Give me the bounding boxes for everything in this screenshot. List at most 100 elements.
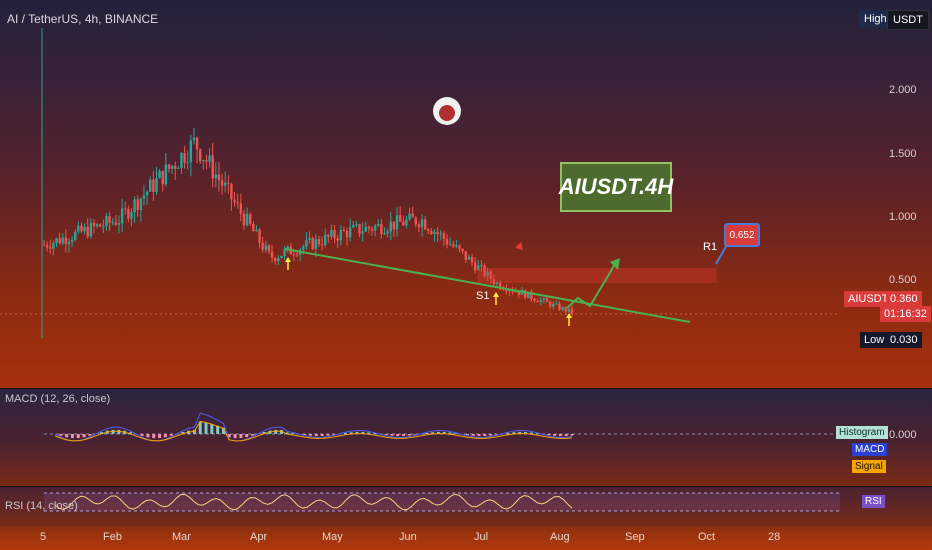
macd-histogram-bar (158, 434, 162, 439)
time-tick: Feb (103, 531, 122, 543)
candle-body (348, 227, 352, 238)
candle-body (320, 244, 324, 246)
candle-body (486, 271, 489, 276)
candle-body (205, 160, 208, 162)
macd-histogram-bar (343, 432, 347, 434)
candle-body (158, 171, 161, 179)
low-value: 0.030 (886, 332, 922, 348)
macd-histogram-bar (465, 434, 469, 436)
candle-body (380, 223, 383, 234)
macd-histogram-bar (280, 429, 284, 434)
macd-histogram-bar (553, 434, 557, 436)
candle-body (355, 224, 358, 226)
candle-body (567, 308, 571, 312)
candle-body (120, 208, 124, 224)
macd-histogram-bar (396, 434, 400, 437)
currency-button[interactable]: USDT (887, 10, 929, 30)
time-tick: Oct (698, 531, 716, 543)
astronaut-visor-icon (439, 105, 455, 121)
candle-body (55, 238, 58, 243)
macd-histogram-bar (320, 434, 324, 437)
candle-body (392, 221, 396, 230)
price-tick: 2.000 (889, 84, 917, 96)
candle-body (64, 237, 68, 244)
rsi-pane[interactable] (0, 487, 932, 527)
candle-body (108, 216, 111, 223)
candle-body (411, 213, 414, 218)
macd-histogram-bar (169, 434, 173, 436)
candle-body (77, 225, 80, 232)
candle-body (230, 183, 233, 200)
candle-body (442, 233, 446, 240)
candle-body (370, 228, 374, 231)
candle-body (470, 257, 474, 263)
candle-body (273, 258, 277, 262)
candle-body (102, 226, 105, 228)
candle-body (495, 282, 499, 285)
candle-body (267, 245, 271, 252)
candle-body (211, 155, 214, 179)
candle-body (70, 239, 74, 242)
candle-body (489, 271, 492, 280)
macd-histogram-bar (152, 434, 156, 439)
macd-histogram-bar (367, 432, 371, 434)
resistance-zone (477, 268, 717, 284)
time-axis[interactable] (0, 527, 932, 550)
candle-body (95, 224, 99, 227)
candle-body (492, 279, 496, 285)
macd-histogram-bar (140, 434, 144, 436)
time-tick: Aug (550, 531, 570, 543)
macd-line (54, 412, 573, 442)
macd-histogram-bar (216, 425, 220, 434)
macd-histogram-bar (181, 432, 185, 434)
macd-histogram-bar (309, 434, 313, 436)
candle-body (558, 303, 561, 310)
candle-body (236, 202, 239, 204)
pane-separator[interactable] (0, 486, 932, 487)
candle-body (295, 254, 299, 256)
legend-macd: MACD (852, 443, 888, 456)
pane-separator[interactable] (0, 388, 932, 389)
time-tick: Mar (172, 531, 191, 543)
candle-body (49, 247, 52, 249)
macd-histogram-bar (245, 434, 249, 438)
candle-body (570, 308, 574, 314)
candle-body (58, 238, 61, 244)
candle-body (155, 178, 158, 192)
r1-value-callout[interactable]: 0.652 (724, 223, 760, 247)
macd-histogram-bar (547, 434, 551, 436)
macd-histogram-bar (76, 434, 80, 439)
macd-histogram-bar (431, 432, 435, 434)
candle-body (124, 208, 127, 210)
candle-body (517, 291, 521, 295)
macd-histogram-bar (326, 434, 330, 436)
high-button[interactable]: High (859, 10, 892, 28)
macd-histogram-bar (524, 432, 528, 434)
candle-body (464, 251, 467, 260)
macd-pane[interactable] (0, 389, 932, 486)
macd-histogram-bar (361, 431, 365, 434)
candle-body (330, 230, 333, 237)
candle-body (114, 222, 118, 225)
time-tick: Apr (250, 531, 268, 543)
legend-rsi: RSI (862, 495, 885, 508)
candle-body (220, 180, 224, 186)
candle-body (314, 238, 318, 250)
candle-body (111, 222, 114, 224)
candle-body (523, 290, 527, 299)
candle-body (361, 231, 364, 234)
candle-body (373, 225, 377, 231)
candle-body (183, 152, 186, 163)
macd-histogram-bar (117, 429, 121, 434)
price-pane[interactable] (0, 0, 932, 388)
candle-body (539, 299, 542, 303)
candle-body (430, 231, 433, 235)
candle-body (86, 226, 89, 237)
macd-histogram-bar (163, 434, 167, 438)
macd-histogram-bar (407, 434, 411, 436)
macd-histogram-bar (210, 423, 214, 434)
candle-body (186, 162, 189, 164)
macd-histogram-bar (506, 432, 510, 434)
up-arrow-head (285, 257, 291, 262)
